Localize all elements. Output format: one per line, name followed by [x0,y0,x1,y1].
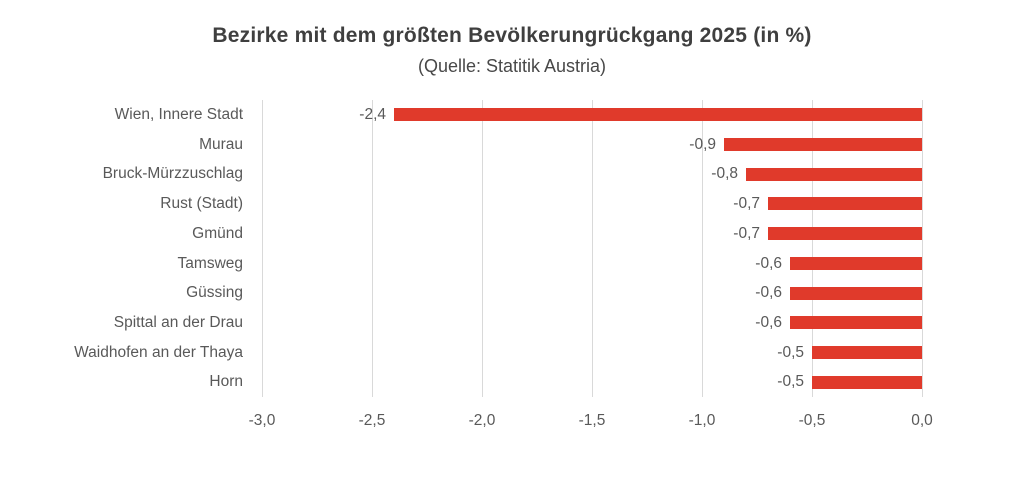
x-tick-label: -1,5 [578,412,606,429]
x-tick-label: -0,5 [798,412,826,429]
category-label: Güssing [186,284,243,302]
bar [790,256,922,270]
bar [812,375,922,389]
category-label: Tamsweg [177,254,243,272]
category-label: Horn [209,373,243,391]
x-tick-label: 0,0 [911,412,933,429]
gridline [701,100,703,397]
value-label: -0,6 [755,284,782,302]
gridline [481,100,483,397]
category-label: Rust (Stadt) [160,195,243,213]
value-label: -0,8 [711,165,738,183]
chart-title: Bezirke mit dem größten Bevölkerungrückg… [212,24,812,47]
value-label: -0,6 [755,313,782,331]
bar [812,345,922,359]
bar [746,167,922,181]
bar [724,138,922,152]
value-label: -0,7 [733,195,760,213]
value-label: -0,5 [777,343,804,361]
value-label: -0,6 [755,254,782,272]
category-label: Waidhofen an der Thaya [74,343,243,361]
bar [394,108,922,122]
category-label: Spittal an der Drau [113,313,243,331]
bar [768,197,922,211]
category-label: Gmünd [192,224,243,242]
value-label: -0,5 [777,373,804,391]
x-tick-label: -1,0 [688,412,716,429]
value-label: -2,4 [359,106,386,123]
category-label: Bruck-Mürzzuschlag [102,165,243,183]
value-label: -0,7 [733,224,760,242]
x-tick-label: -3,0 [248,412,276,429]
x-tick-label: -2,5 [358,412,386,429]
gridline [261,100,263,397]
chart-subtitle: (Quelle: Statitik Austria) [417,56,607,76]
gridline [371,100,373,397]
gridline [811,100,813,397]
bar [768,227,922,241]
value-label: -0,9 [689,135,716,153]
x-tick-label: -2,0 [468,412,496,429]
plot-area: -2,4 -0,9 -0,8 -0,7 -0,7 -0,6 -0,6 -0,6 -0,5 -0,5 [261,100,923,397]
category-label: Wien, Innere Stadt [114,106,243,123]
gridline [591,100,593,397]
gridline [921,100,923,397]
bar [790,316,922,330]
category-label: Murau [199,135,243,153]
bar [790,286,922,300]
